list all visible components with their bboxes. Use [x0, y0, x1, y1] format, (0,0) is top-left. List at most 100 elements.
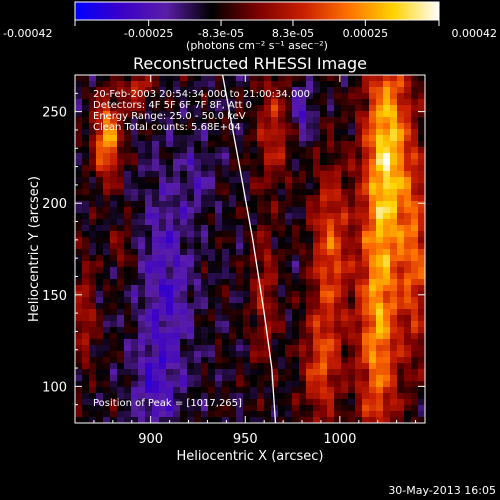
heatmap-cell: [383, 381, 391, 388]
heatmap-cell: [292, 165, 300, 172]
heatmap-cell: [271, 267, 279, 274]
heatmap-cell: [320, 363, 328, 370]
heatmap-cell: [299, 303, 307, 310]
heatmap-cell: [278, 417, 286, 423]
heatmap-cell: [348, 129, 356, 136]
heatmap-cell: [180, 405, 188, 412]
heatmap-cell: [96, 189, 104, 196]
heatmap-cell: [201, 363, 209, 370]
heatmap-cell: [96, 75, 104, 82]
heatmap-cell: [103, 147, 111, 154]
heatmap-cell: [117, 321, 125, 328]
heatmap-cell: [166, 105, 174, 112]
heatmap-cell: [327, 387, 335, 394]
heatmap-cell: [411, 141, 419, 148]
heatmap-cell: [404, 273, 412, 280]
heatmap-cell: [362, 279, 370, 286]
heatmap-cell: [180, 381, 188, 388]
heatmap-cell: [201, 93, 209, 100]
heatmap-cell: [180, 327, 188, 334]
heatmap-cell: [250, 387, 258, 394]
heatmap-cell: [159, 411, 167, 418]
heatmap-cell: [278, 273, 286, 280]
heatmap-cell: [187, 99, 195, 106]
heatmap-cell: [180, 123, 188, 130]
heatmap-cell: [334, 87, 342, 94]
heatmap-cell: [320, 93, 328, 100]
heatmap-cell: [334, 231, 342, 238]
heatmap-cell: [243, 339, 251, 346]
heatmap-cell: [285, 387, 293, 394]
heatmap-cell: [285, 93, 293, 100]
heatmap-cell: [96, 237, 104, 244]
heatmap-cell: [285, 81, 293, 88]
heatmap-cell: [103, 417, 111, 423]
heatmap-cell: [152, 237, 160, 244]
heatmap-cell: [320, 279, 328, 286]
heatmap-cell: [89, 255, 97, 262]
heatmap-cell: [166, 279, 174, 286]
heatmap-cell: [110, 351, 118, 358]
heatmap-cell: [117, 225, 125, 232]
heatmap-cell: [264, 195, 272, 202]
heatmap-cell: [404, 405, 412, 412]
heatmap-cell: [404, 219, 412, 226]
heatmap-cell: [173, 387, 181, 394]
heatmap-cell: [404, 231, 412, 238]
heatmap-cell: [201, 411, 209, 418]
heatmap-cell: [404, 279, 412, 286]
heatmap-cell: [418, 351, 425, 358]
heatmap-cell: [362, 237, 370, 244]
heatmap-cell: [257, 225, 265, 232]
heatmap-cell: [201, 399, 209, 406]
heatmap-cell: [348, 123, 356, 130]
heatmap-cell: [159, 375, 167, 382]
heatmap-cell: [334, 339, 342, 346]
heatmap-cell: [194, 249, 202, 256]
heatmap-cell: [306, 87, 314, 94]
heatmap-cell: [306, 315, 314, 322]
heatmap-cell: [82, 387, 90, 394]
heatmap-cell: [243, 327, 251, 334]
heatmap-cell: [201, 333, 209, 340]
heatmap-cell: [124, 153, 132, 160]
heatmap-cell: [369, 345, 377, 352]
heatmap-cell: [75, 165, 83, 172]
heatmap-cell: [383, 243, 391, 250]
heatmap-cell: [376, 75, 384, 82]
heatmap-cell: [145, 153, 153, 160]
heatmap-cell: [313, 99, 321, 106]
heatmap-cell: [264, 213, 272, 220]
heatmap-cell: [250, 75, 258, 82]
heatmap-cell: [110, 297, 118, 304]
heatmap-cell: [110, 309, 118, 316]
heatmap-cell: [292, 237, 300, 244]
heatmap-cell: [194, 75, 202, 82]
heatmap-cell: [152, 165, 160, 172]
heatmap-cell: [341, 273, 349, 280]
heatmap-cell: [173, 219, 181, 226]
heatmap-cell: [327, 129, 335, 136]
heatmap-cell: [194, 147, 202, 154]
heatmap-cell: [327, 237, 335, 244]
heatmap-cell: [299, 159, 307, 166]
heatmap-cell: [397, 279, 405, 286]
heatmap-cell: [306, 171, 314, 178]
heatmap-cell: [341, 75, 349, 82]
heatmap-cell: [229, 231, 237, 238]
heatmap-cell: [397, 165, 405, 172]
heatmap-cell: [271, 381, 279, 388]
heatmap-cell: [82, 255, 90, 262]
heatmap-cell: [355, 297, 363, 304]
heatmap-cell: [243, 105, 251, 112]
heatmap-cell: [383, 165, 391, 172]
heatmap-cell: [327, 183, 335, 190]
heatmap-cell: [397, 135, 405, 142]
heatmap-cell: [334, 237, 342, 244]
heatmap-cell: [397, 273, 405, 280]
heatmap-cell: [96, 117, 104, 124]
heatmap-cell: [327, 417, 335, 423]
heatmap-cell: [229, 153, 237, 160]
heatmap-cell: [348, 279, 356, 286]
heatmap-cell: [222, 105, 230, 112]
